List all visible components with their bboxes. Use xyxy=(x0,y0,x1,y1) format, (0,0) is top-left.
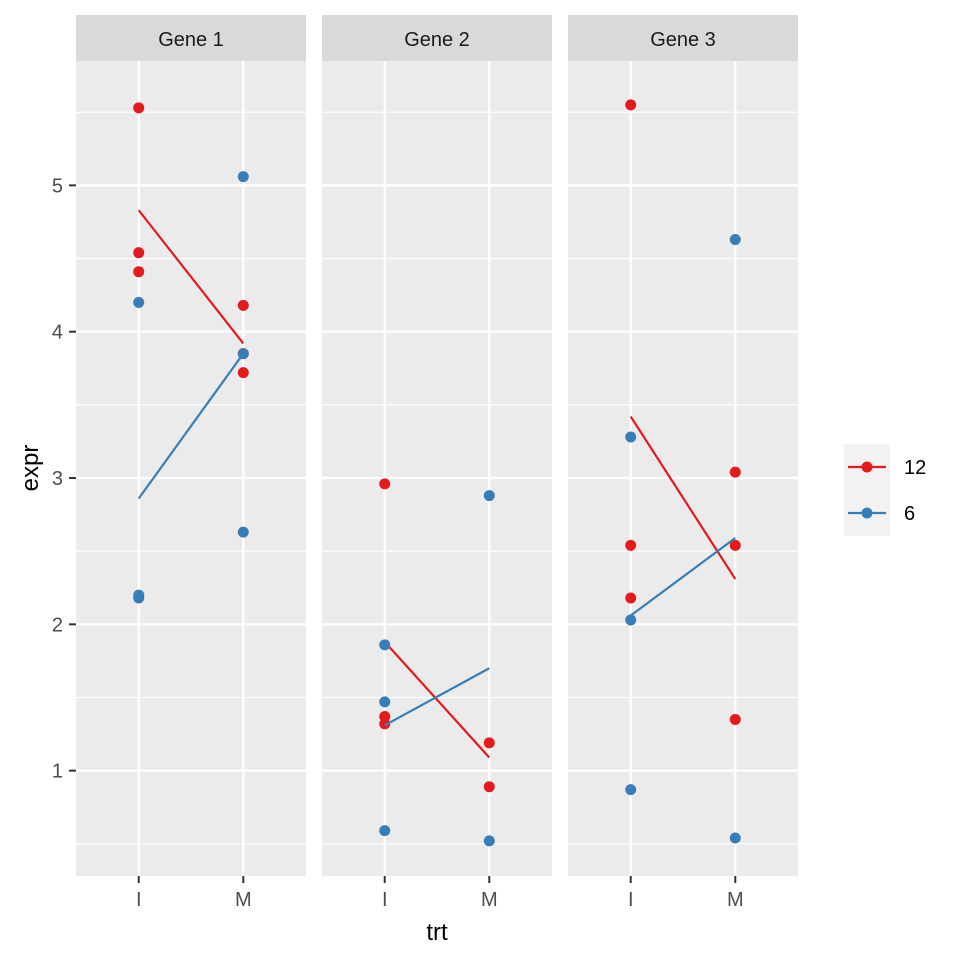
data-point-6 xyxy=(483,490,495,502)
data-point-6 xyxy=(729,832,741,844)
data-point-6 xyxy=(237,526,249,538)
facet-strip xyxy=(568,15,798,61)
legend-label-12: 12 xyxy=(904,457,926,479)
data-point-12 xyxy=(379,478,391,490)
data-point-12 xyxy=(133,247,145,259)
series-line-12 xyxy=(137,209,245,345)
data-point-6 xyxy=(625,614,637,626)
data-point-6 xyxy=(237,348,249,360)
legend-point-12 xyxy=(861,461,873,473)
facet-strip-label: Gene 2 xyxy=(404,29,470,51)
legend-point-6 xyxy=(861,507,873,519)
facet-strip xyxy=(322,15,552,61)
data-point-12 xyxy=(625,99,637,111)
data-point-12 xyxy=(729,539,741,551)
data-point-6 xyxy=(483,835,495,847)
data-point-12 xyxy=(483,781,495,793)
series-line-12 xyxy=(383,641,491,759)
data-point-12 xyxy=(379,718,391,730)
x-axis-title: trt xyxy=(426,919,448,946)
data-point-12 xyxy=(237,299,249,311)
facet-strip-label: Gene 1 xyxy=(158,29,224,51)
data-point-6 xyxy=(379,696,391,708)
data-point-6 xyxy=(625,784,637,796)
data-point-12 xyxy=(729,713,741,725)
y-tick-label: 3 xyxy=(52,468,63,490)
y-axis-title: expr xyxy=(17,445,44,492)
data-point-12 xyxy=(133,102,145,114)
series-line-6 xyxy=(384,667,490,727)
y-tick-label: 1 xyxy=(52,761,63,783)
panel-background xyxy=(568,61,798,876)
data-point-6 xyxy=(729,234,741,246)
data-point-6 xyxy=(379,825,391,837)
x-tick-label: I xyxy=(382,889,388,911)
x-tick-label: M xyxy=(481,889,498,911)
data-point-12 xyxy=(237,367,249,379)
x-tick-label: I xyxy=(136,889,142,911)
data-point-6 xyxy=(625,431,637,443)
data-point-12 xyxy=(483,737,495,749)
x-tick-label: M xyxy=(727,889,744,911)
data-point-12 xyxy=(133,266,145,278)
data-point-12 xyxy=(625,539,637,551)
x-tick-label: M xyxy=(235,889,252,911)
facet-strip xyxy=(76,15,306,61)
facet-strip-label: Gene 3 xyxy=(650,29,716,51)
data-point-12 xyxy=(729,466,741,478)
x-tick-label: I xyxy=(628,889,634,911)
panel-background xyxy=(76,61,306,876)
data-point-6 xyxy=(237,171,249,183)
y-tick-label: 4 xyxy=(52,322,63,344)
panel-background xyxy=(322,61,552,876)
data-point-12 xyxy=(625,592,637,604)
data-point-6 xyxy=(133,592,145,604)
data-point-6 xyxy=(379,639,391,651)
series-line-6 xyxy=(137,352,245,500)
y-tick-label: 2 xyxy=(52,614,63,636)
legend-label-6: 6 xyxy=(904,503,915,525)
data-point-6 xyxy=(133,296,145,308)
y-tick-label: 5 xyxy=(52,175,63,197)
series-line-6 xyxy=(630,537,736,617)
